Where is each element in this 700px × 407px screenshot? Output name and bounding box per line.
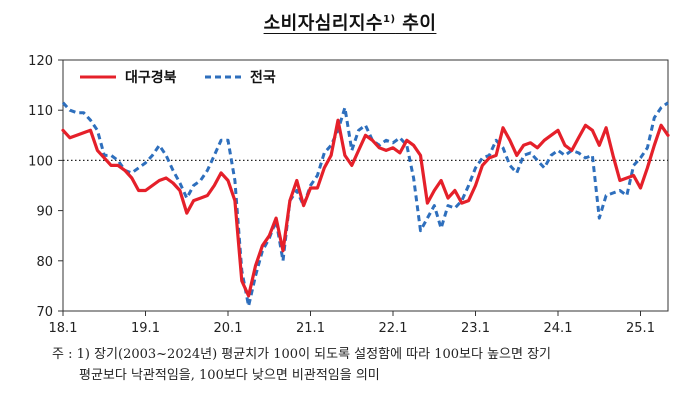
plot-area-frame (62, 59, 669, 312)
legend-label: 대구경북 (125, 69, 177, 86)
y-tick-label: 80 (36, 255, 53, 270)
legend-label: 전국 (250, 69, 276, 86)
x-tick-label: 24.1 (544, 321, 573, 336)
x-tick-label: 22.1 (379, 321, 408, 336)
x-tick-label: 23.1 (461, 321, 490, 336)
series-line (61, 101, 669, 308)
y-tick-label: 120 (28, 54, 53, 69)
chart-title-text: 소비자심리지수1) 추이 (264, 13, 437, 34)
x-tick-label: 21.1 (296, 321, 325, 336)
y-tick-label: 70 (36, 305, 53, 320)
footnote-line-1: 주 : 1) 장기(2003~2024년) 평균치가 100이 되도록 설정함에… (52, 347, 552, 362)
y-tick-label: 90 (36, 205, 53, 220)
x-tick-label: 25.1 (626, 321, 655, 336)
chart-footnote: 주 : 1) 장기(2003~2024년) 평균치가 100이 되도록 설정함에… (52, 344, 682, 386)
x-tick-label: 18.1 (49, 321, 78, 336)
y-tick-label: 100 (28, 154, 53, 169)
chart-title-footnote-marker: 1) (383, 14, 396, 25)
chart-title-suffix: 추이 (395, 13, 437, 34)
series-line (61, 118, 670, 298)
x-tick-label: 20.1 (214, 321, 243, 336)
chart-title: 소비자심리지수1) 추이 (0, 9, 700, 35)
y-tick-label: 110 (28, 104, 53, 119)
line-chart: 70 80 90 100 110 120 18.1 19.1 20.1 21.1 22.1 23.1 2… (28, 54, 670, 336)
chart-title-main: 소비자심리지수 (263, 13, 383, 34)
x-tick-label: 19.1 (131, 321, 160, 336)
footnote-line-2: 평균보다 낙관적임을, 100보다 낮으면 비관적임을 의미 (79, 368, 380, 383)
